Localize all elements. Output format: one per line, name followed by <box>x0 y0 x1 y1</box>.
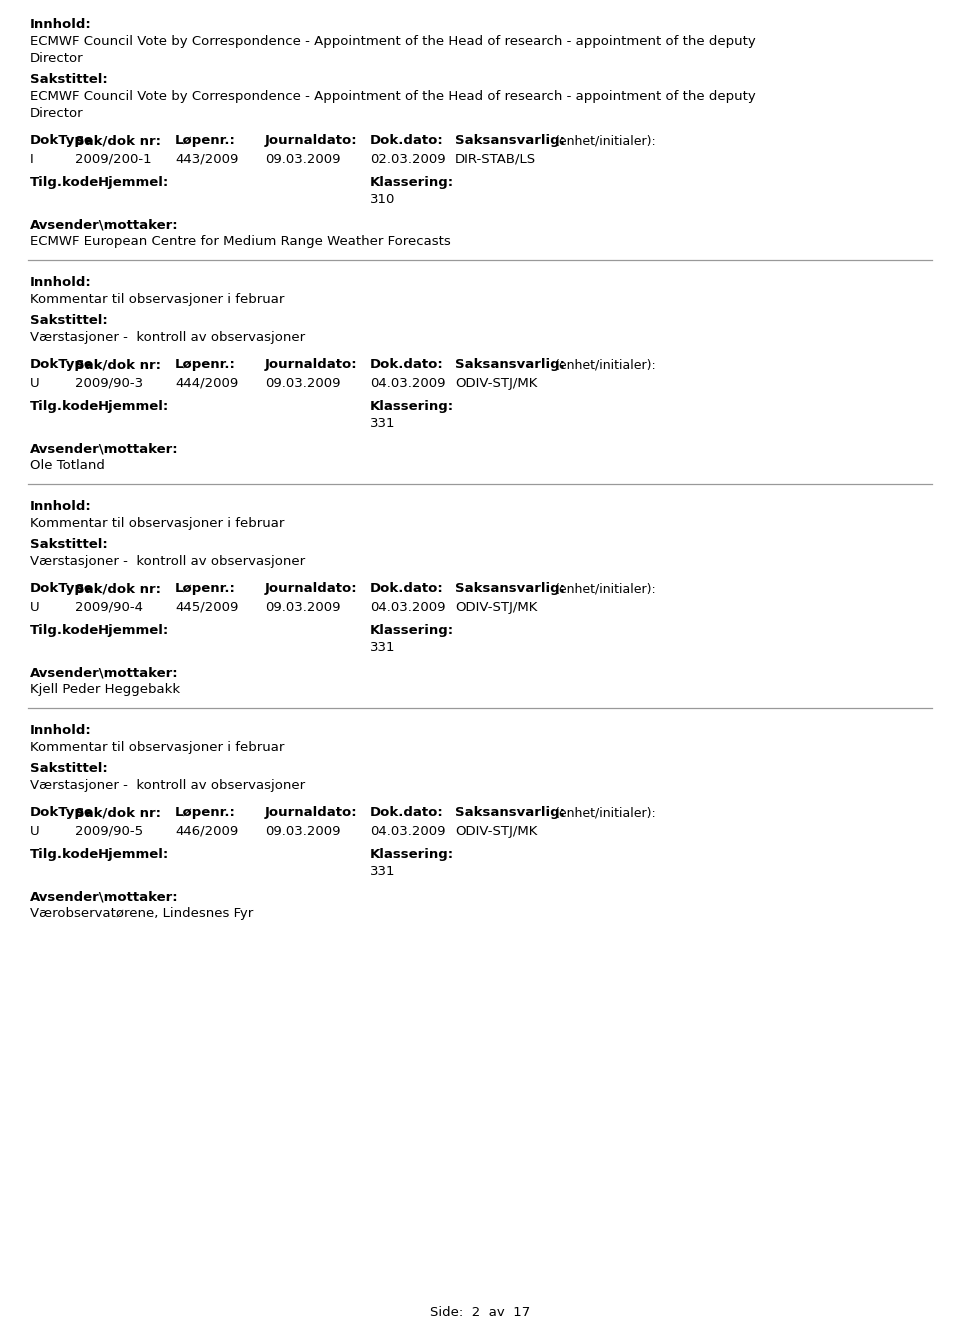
Text: Kommentar til observasjoner i februar: Kommentar til observasjoner i februar <box>30 293 284 305</box>
Text: Dok.dato:: Dok.dato: <box>370 806 444 819</box>
Text: DokType: DokType <box>30 133 94 147</box>
Text: 04.03.2009: 04.03.2009 <box>370 602 445 614</box>
Text: Værstasjoner -  kontroll av observasjoner: Værstasjoner - kontroll av observasjoner <box>30 555 305 568</box>
Text: 444/2009: 444/2009 <box>175 378 238 390</box>
Text: DokType: DokType <box>30 358 94 371</box>
Text: Innhold:: Innhold: <box>30 500 92 514</box>
Text: Side:  2  av  17: Side: 2 av 17 <box>430 1306 530 1319</box>
Text: Tilg.kode: Tilg.kode <box>30 624 99 638</box>
Text: 2009/200-1: 2009/200-1 <box>75 153 152 165</box>
Text: Journaldato:: Journaldato: <box>265 806 358 819</box>
Text: Løpenr.:: Løpenr.: <box>175 806 236 819</box>
Text: Tilg.kode: Tilg.kode <box>30 400 99 414</box>
Text: ODIV-STJ/MK: ODIV-STJ/MK <box>455 378 538 390</box>
Text: 331: 331 <box>370 642 396 654</box>
Text: Løpenr.:: Løpenr.: <box>175 133 236 147</box>
Text: Løpenr.:: Løpenr.: <box>175 582 236 595</box>
Text: ODIV-STJ/MK: ODIV-STJ/MK <box>455 602 538 614</box>
Text: 04.03.2009: 04.03.2009 <box>370 378 445 390</box>
Text: U: U <box>30 824 39 838</box>
Text: Klassering:: Klassering: <box>370 624 454 638</box>
Text: ECMWF Council Vote by Correspondence - Appointment of the Head of research - app: ECMWF Council Vote by Correspondence - A… <box>30 89 756 103</box>
Text: Journaldato:: Journaldato: <box>265 358 358 371</box>
Text: (enhet/initialer):: (enhet/initialer): <box>555 582 657 595</box>
Text: 04.03.2009: 04.03.2009 <box>370 824 445 838</box>
Text: Sak/dok nr:: Sak/dok nr: <box>75 806 161 819</box>
Text: Innhold:: Innhold: <box>30 276 92 289</box>
Text: Sak/dok nr:: Sak/dok nr: <box>75 133 161 147</box>
Text: 445/2009: 445/2009 <box>175 602 238 614</box>
Text: Hjemmel:: Hjemmel: <box>98 848 169 860</box>
Text: (enhet/initialer):: (enhet/initialer): <box>555 133 657 147</box>
Text: DokType: DokType <box>30 582 94 595</box>
Text: Journaldato:: Journaldato: <box>265 133 358 147</box>
Text: Sakstittel:: Sakstittel: <box>30 313 108 327</box>
Text: 331: 331 <box>370 864 396 878</box>
Text: Saksansvarlig:: Saksansvarlig: <box>455 806 565 819</box>
Text: Hjemmel:: Hjemmel: <box>98 400 169 414</box>
Text: Saksansvarlig:: Saksansvarlig: <box>455 133 565 147</box>
Text: 09.03.2009: 09.03.2009 <box>265 153 341 165</box>
Text: Løpenr.:: Løpenr.: <box>175 358 236 371</box>
Text: 310: 310 <box>370 193 396 205</box>
Text: 2009/90-3: 2009/90-3 <box>75 378 143 390</box>
Text: Innhold:: Innhold: <box>30 724 92 736</box>
Text: Værobservatørene, Lindesnes Fyr: Værobservatørene, Lindesnes Fyr <box>30 907 253 920</box>
Text: Avsender\mottaker:: Avsender\mottaker: <box>30 442 179 455</box>
Text: Innhold:: Innhold: <box>30 17 92 31</box>
Text: Kommentar til observasjoner i februar: Kommentar til observasjoner i februar <box>30 518 284 530</box>
Text: U: U <box>30 378 39 390</box>
Text: I: I <box>30 153 34 165</box>
Text: Director: Director <box>30 107 84 120</box>
Text: Avsender\mottaker:: Avsender\mottaker: <box>30 666 179 679</box>
Text: Ole Totland: Ole Totland <box>30 459 105 472</box>
Text: 09.03.2009: 09.03.2009 <box>265 824 341 838</box>
Text: Dok.dato:: Dok.dato: <box>370 133 444 147</box>
Text: 2009/90-4: 2009/90-4 <box>75 602 143 614</box>
Text: DokType: DokType <box>30 806 94 819</box>
Text: Værstasjoner -  kontroll av observasjoner: Værstasjoner - kontroll av observasjoner <box>30 779 305 792</box>
Text: Hjemmel:: Hjemmel: <box>98 624 169 638</box>
Text: Klassering:: Klassering: <box>370 400 454 414</box>
Text: Sakstittel:: Sakstittel: <box>30 538 108 551</box>
Text: Sak/dok nr:: Sak/dok nr: <box>75 582 161 595</box>
Text: (enhet/initialer):: (enhet/initialer): <box>555 806 657 819</box>
Text: (enhet/initialer):: (enhet/initialer): <box>555 358 657 371</box>
Text: Værstasjoner -  kontroll av observasjoner: Værstasjoner - kontroll av observasjoner <box>30 331 305 344</box>
Text: Journaldato:: Journaldato: <box>265 582 358 595</box>
Text: Dok.dato:: Dok.dato: <box>370 582 444 595</box>
Text: Sakstittel:: Sakstittel: <box>30 762 108 775</box>
Text: 331: 331 <box>370 418 396 430</box>
Text: Sakstittel:: Sakstittel: <box>30 73 108 85</box>
Text: Hjemmel:: Hjemmel: <box>98 176 169 189</box>
Text: Dok.dato:: Dok.dato: <box>370 358 444 371</box>
Text: Kjell Peder Heggebakk: Kjell Peder Heggebakk <box>30 683 180 696</box>
Text: ECMWF Council Vote by Correspondence - Appointment of the Head of research - app: ECMWF Council Vote by Correspondence - A… <box>30 35 756 48</box>
Text: U: U <box>30 602 39 614</box>
Text: 446/2009: 446/2009 <box>175 824 238 838</box>
Text: Tilg.kode: Tilg.kode <box>30 176 99 189</box>
Text: Tilg.kode: Tilg.kode <box>30 848 99 860</box>
Text: Sak/dok nr:: Sak/dok nr: <box>75 358 161 371</box>
Text: 09.03.2009: 09.03.2009 <box>265 378 341 390</box>
Text: Director: Director <box>30 52 84 65</box>
Text: Saksansvarlig:: Saksansvarlig: <box>455 358 565 371</box>
Text: ODIV-STJ/MK: ODIV-STJ/MK <box>455 824 538 838</box>
Text: Saksansvarlig:: Saksansvarlig: <box>455 582 565 595</box>
Text: Klassering:: Klassering: <box>370 848 454 860</box>
Text: Avsender\mottaker:: Avsender\mottaker: <box>30 890 179 903</box>
Text: 09.03.2009: 09.03.2009 <box>265 602 341 614</box>
Text: Kommentar til observasjoner i februar: Kommentar til observasjoner i februar <box>30 740 284 754</box>
Text: Klassering:: Klassering: <box>370 176 454 189</box>
Text: 02.03.2009: 02.03.2009 <box>370 153 445 165</box>
Text: ECMWF European Centre for Medium Range Weather Forecasts: ECMWF European Centre for Medium Range W… <box>30 235 451 248</box>
Text: Avsender\mottaker:: Avsender\mottaker: <box>30 217 179 231</box>
Text: 443/2009: 443/2009 <box>175 153 238 165</box>
Text: 2009/90-5: 2009/90-5 <box>75 824 143 838</box>
Text: DIR-STAB/LS: DIR-STAB/LS <box>455 153 536 165</box>
